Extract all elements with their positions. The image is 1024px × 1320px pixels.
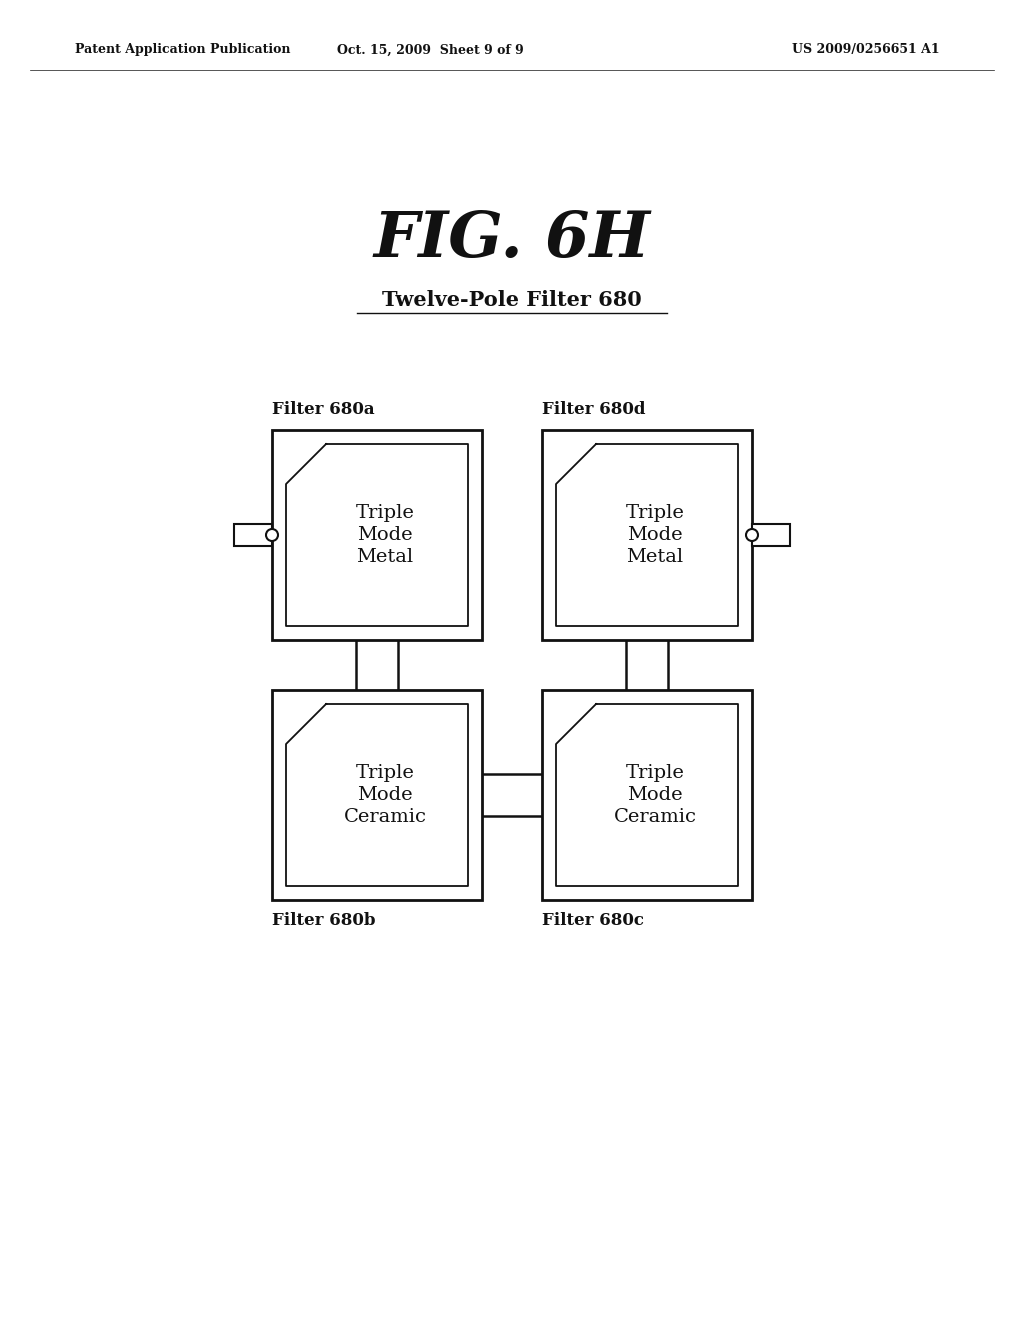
Text: Filter 680b: Filter 680b <box>272 912 376 929</box>
Text: Mode: Mode <box>627 525 683 544</box>
Text: Twelve-Pole Filter 680: Twelve-Pole Filter 680 <box>382 290 642 310</box>
Polygon shape <box>286 704 468 886</box>
Bar <box>272 690 482 900</box>
Circle shape <box>746 529 758 541</box>
Text: Filter 680c: Filter 680c <box>542 912 644 929</box>
Text: Triple: Triple <box>626 504 684 521</box>
Text: Metal: Metal <box>627 548 684 566</box>
Bar <box>542 690 752 900</box>
Text: US 2009/0256651 A1: US 2009/0256651 A1 <box>793 44 940 57</box>
Text: Oct. 15, 2009  Sheet 9 of 9: Oct. 15, 2009 Sheet 9 of 9 <box>337 44 523 57</box>
Bar <box>752 524 790 546</box>
Polygon shape <box>556 704 738 886</box>
Text: Mode: Mode <box>357 785 413 804</box>
Text: Ceramic: Ceramic <box>343 808 427 826</box>
Text: Filter 680a: Filter 680a <box>272 401 375 418</box>
Text: Patent Application Publication: Patent Application Publication <box>75 44 291 57</box>
Text: FIG. 6H: FIG. 6H <box>374 210 650 271</box>
Text: Metal: Metal <box>356 548 414 566</box>
Text: Mode: Mode <box>357 525 413 544</box>
Text: Triple: Triple <box>355 764 415 781</box>
Polygon shape <box>286 444 468 626</box>
Text: Ceramic: Ceramic <box>613 808 696 826</box>
Text: Filter 680d: Filter 680d <box>542 401 645 418</box>
Bar <box>542 430 752 640</box>
Text: Triple: Triple <box>355 504 415 521</box>
Text: Triple: Triple <box>626 764 684 781</box>
Text: Mode: Mode <box>627 785 683 804</box>
Bar <box>234 524 272 546</box>
Bar <box>272 430 482 640</box>
Circle shape <box>266 529 278 541</box>
Polygon shape <box>556 444 738 626</box>
